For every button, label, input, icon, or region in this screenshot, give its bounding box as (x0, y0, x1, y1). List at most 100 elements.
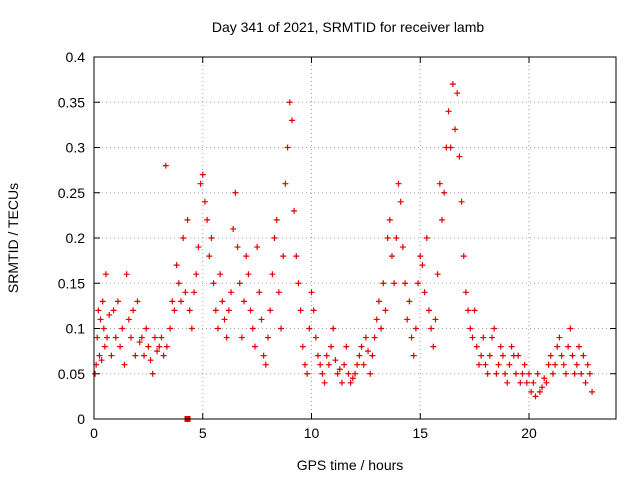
data-point (145, 343, 152, 350)
x-tick-label: 5 (199, 425, 207, 441)
data-point (373, 316, 380, 323)
data-point (475, 361, 482, 368)
data-point (236, 280, 243, 287)
data-point (173, 262, 180, 269)
data-point (167, 325, 174, 332)
data-point (319, 370, 326, 377)
data-point (163, 343, 170, 350)
data-point (219, 298, 226, 305)
data-point (428, 325, 435, 332)
data-point (247, 307, 254, 314)
data-point (541, 375, 548, 382)
data-point (112, 334, 119, 341)
data-point (160, 352, 167, 359)
data-point (406, 298, 413, 305)
data-point (519, 370, 526, 377)
data-point (508, 343, 515, 350)
data-point (184, 216, 191, 223)
data-point (441, 189, 448, 196)
data-point (365, 348, 372, 355)
data-point (539, 384, 546, 391)
data-point (312, 334, 319, 341)
data-point (186, 307, 193, 314)
data-point (334, 370, 341, 377)
data-point (504, 379, 511, 386)
data-point (552, 361, 559, 368)
data-point (101, 343, 108, 350)
data-point (343, 343, 350, 350)
data-point (586, 370, 593, 377)
data-point (371, 334, 378, 341)
data-point (582, 379, 589, 386)
data-point (301, 361, 308, 368)
data-point (458, 198, 465, 205)
data-point (491, 325, 498, 332)
data-point (432, 316, 439, 323)
data-point (360, 361, 367, 368)
data-point (545, 361, 552, 368)
data-point (482, 361, 489, 368)
data-point (341, 361, 348, 368)
y-tick-label: 0.3 (66, 140, 86, 156)
data-point (175, 280, 182, 287)
data-point (528, 388, 535, 395)
data-point (452, 126, 459, 133)
data-point (141, 352, 148, 359)
y-tick-label: 0.25 (58, 185, 85, 201)
data-point (132, 352, 139, 359)
data-point (230, 225, 237, 232)
data-point (423, 235, 430, 241)
data-point (291, 207, 298, 214)
data-point (169, 298, 176, 305)
data-point (354, 361, 361, 368)
data-point (454, 90, 461, 97)
data-point (143, 325, 150, 332)
data-point (325, 361, 332, 368)
data-point (223, 334, 230, 341)
data-point (288, 117, 295, 124)
data-point (151, 334, 158, 341)
data-point (330, 325, 337, 332)
data-point (486, 352, 493, 359)
data-point (578, 370, 585, 377)
data-point (256, 289, 263, 296)
y-tick-label: 0 (77, 411, 85, 427)
data-point (197, 180, 204, 187)
x-tick-label: 20 (521, 425, 537, 441)
data-point (121, 361, 128, 368)
data-point (447, 144, 454, 151)
data-point (402, 280, 409, 287)
data-point (127, 334, 134, 341)
data-point (345, 370, 352, 377)
data-point (278, 325, 285, 332)
y-tick-label: 0.1 (66, 321, 86, 337)
data-point (589, 388, 596, 395)
data-point (497, 343, 504, 350)
data-point (323, 352, 330, 359)
data-point (282, 180, 289, 187)
data-point (356, 352, 363, 359)
ticks: 0 5 10 15 20 0 0.05 0.1 0.15 0.2 0.25 0.3 0.35 0.4 (58, 49, 616, 441)
data-point (584, 361, 591, 368)
data-point (310, 307, 317, 314)
data-point (147, 357, 154, 364)
data-point (212, 307, 219, 314)
data-point (156, 343, 163, 350)
data-point (558, 352, 565, 359)
data-point (449, 81, 456, 88)
data-point (382, 307, 389, 314)
chart-title: Day 341 of 2021, SRMTID for receiver lam… (212, 19, 485, 35)
y-axis-label: SRMTID / TECUs (5, 183, 21, 293)
x-tick-label: 0 (90, 425, 98, 441)
data-point (304, 370, 311, 377)
data-point (110, 307, 117, 314)
data-point (471, 307, 478, 314)
data-point (462, 289, 469, 296)
data-point (306, 325, 313, 332)
data-point (499, 352, 506, 359)
data-point (419, 262, 426, 269)
data-point (369, 352, 376, 359)
data-point (484, 370, 491, 377)
data-point (576, 343, 583, 350)
